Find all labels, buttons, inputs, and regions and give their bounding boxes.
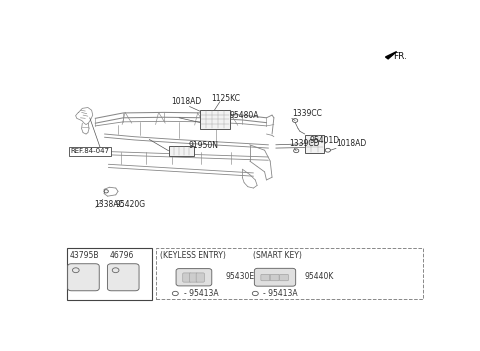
Text: 1339CD: 1339CD: [289, 139, 319, 148]
Text: - 95413A: - 95413A: [264, 289, 298, 298]
Text: 95401D: 95401D: [310, 136, 340, 145]
Text: REF.84-047: REF.84-047: [71, 148, 109, 154]
FancyBboxPatch shape: [279, 274, 288, 281]
Text: 95480A: 95480A: [229, 112, 259, 120]
FancyBboxPatch shape: [254, 268, 296, 286]
FancyBboxPatch shape: [183, 273, 191, 282]
FancyBboxPatch shape: [176, 269, 212, 286]
Bar: [168, 146, 194, 156]
Text: 95440K: 95440K: [305, 272, 334, 281]
Text: - 95413A: - 95413A: [183, 289, 218, 298]
Polygon shape: [385, 52, 396, 59]
FancyBboxPatch shape: [190, 273, 198, 282]
Text: 1339CC: 1339CC: [292, 109, 322, 118]
Text: (SMART KEY): (SMART KEY): [253, 251, 302, 260]
Text: 95430E: 95430E: [226, 272, 255, 281]
Text: 43795B: 43795B: [69, 251, 99, 260]
FancyBboxPatch shape: [196, 273, 204, 282]
Text: (KEYLESS ENTRY): (KEYLESS ENTRY): [160, 251, 226, 260]
Text: 1018AD: 1018AD: [336, 139, 366, 148]
Text: 1338AC: 1338AC: [95, 200, 124, 209]
FancyBboxPatch shape: [270, 274, 279, 281]
Text: 46796: 46796: [109, 251, 134, 260]
Bar: [156, 247, 423, 299]
FancyBboxPatch shape: [68, 264, 99, 291]
Bar: [305, 134, 324, 153]
Text: 1125KC: 1125KC: [211, 94, 240, 103]
Text: 1018AD: 1018AD: [172, 98, 202, 106]
Text: FR.: FR.: [393, 52, 407, 61]
FancyBboxPatch shape: [108, 264, 139, 291]
Text: 95420G: 95420G: [115, 200, 145, 209]
Bar: [200, 110, 230, 128]
FancyBboxPatch shape: [261, 274, 270, 281]
Text: 91950N: 91950N: [188, 141, 218, 150]
Bar: [67, 247, 152, 300]
